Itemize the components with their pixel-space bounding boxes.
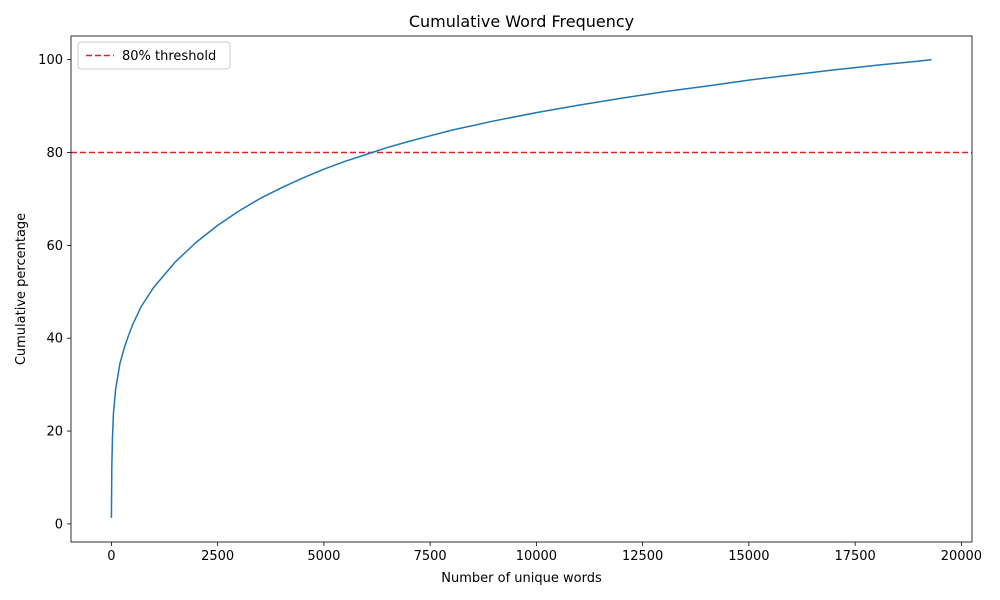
axes-frame bbox=[70, 35, 973, 543]
x-tick-label: 5000 bbox=[307, 549, 340, 564]
x-tick-label: 15000 bbox=[728, 549, 769, 564]
y-tick-label: 80 bbox=[46, 146, 63, 161]
y-axis-ticks: 0 20 40 60 80 100 bbox=[38, 53, 71, 532]
x-tick-label: 20000 bbox=[941, 549, 982, 564]
y-tick-label: 100 bbox=[38, 53, 63, 68]
y-axis-label: Cumulative percentage bbox=[14, 213, 29, 365]
x-tick-label: 2500 bbox=[201, 549, 234, 564]
y-tick-label: 20 bbox=[46, 425, 63, 440]
legend: 80% threshold bbox=[77, 41, 231, 70]
chart-title: Cumulative Word Frequency bbox=[409, 12, 634, 31]
x-axis-label: Number of unique words bbox=[441, 571, 602, 586]
legend-box bbox=[77, 41, 231, 70]
x-tick-label: 0 bbox=[107, 549, 115, 564]
y-tick-label: 0 bbox=[55, 517, 63, 532]
x-tick-label: 10000 bbox=[516, 549, 557, 564]
y-tick-label: 60 bbox=[46, 239, 63, 254]
x-tick-label: 12500 bbox=[622, 549, 663, 564]
x-axis-ticks: 0 2500 5000 7500 10000 12500 15000 17500 20000 bbox=[107, 542, 982, 564]
y-tick-label: 40 bbox=[46, 332, 63, 347]
series-line bbox=[110, 58, 932, 518]
x-tick-label: 17500 bbox=[834, 549, 875, 564]
legend-entry-threshold: 80% threshold bbox=[122, 49, 216, 64]
x-tick-label: 7500 bbox=[414, 549, 447, 564]
plot-content bbox=[71, 58, 972, 518]
